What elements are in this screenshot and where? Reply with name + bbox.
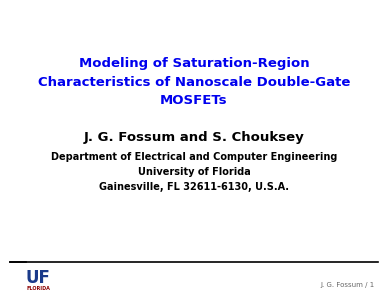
Text: J. G. Fossum / 1: J. G. Fossum / 1	[321, 282, 375, 288]
Text: UF: UF	[26, 269, 50, 287]
Text: J. G. Fossum and S. Chouksey: J. G. Fossum and S. Chouksey	[84, 130, 304, 143]
Text: FLORIDA: FLORIDA	[26, 286, 50, 290]
Text: Department of Electrical and Computer Engineering
University of Florida
Gainesvi: Department of Electrical and Computer En…	[51, 152, 337, 192]
Text: Modeling of Saturation-Region
Characteristics of Nanoscale Double-Gate
MOSFETs: Modeling of Saturation-Region Characteri…	[38, 58, 350, 106]
